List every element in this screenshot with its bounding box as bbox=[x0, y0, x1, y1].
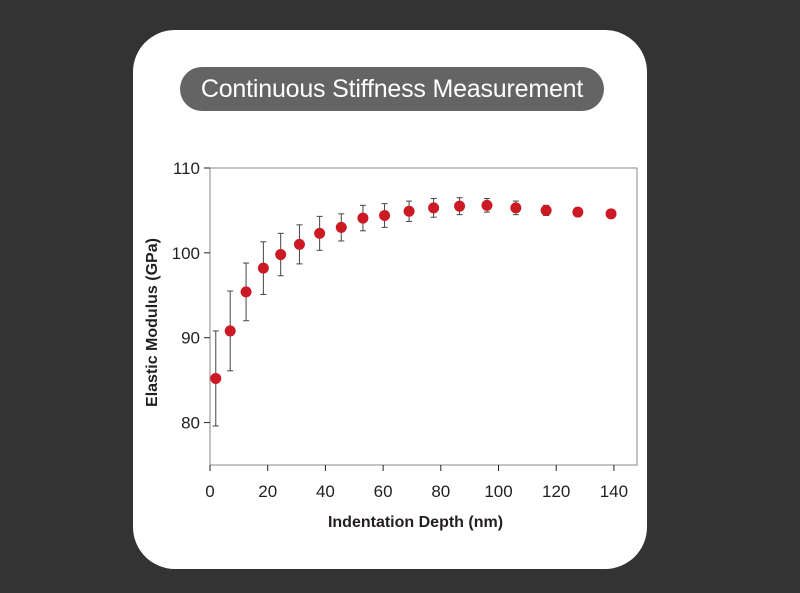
data-point bbox=[540, 204, 552, 216]
plot-frame bbox=[209, 167, 638, 466]
data-point bbox=[335, 221, 347, 233]
data-point bbox=[257, 262, 269, 274]
x-tick-label: 0 bbox=[205, 482, 214, 501]
y-tick-label: 100 bbox=[172, 244, 200, 263]
data-point bbox=[379, 210, 391, 222]
data-point bbox=[481, 199, 493, 211]
data-point bbox=[510, 202, 522, 214]
data-point bbox=[357, 212, 369, 224]
y-tick-label: 90 bbox=[181, 329, 200, 348]
x-axis-title: Indentation Depth (nm) bbox=[328, 514, 503, 531]
data-point bbox=[224, 325, 236, 337]
data-point bbox=[572, 206, 584, 218]
x-tick-label: 80 bbox=[431, 482, 450, 501]
y-tick-label: 80 bbox=[181, 414, 200, 433]
y-axis-title: Elastic Modulus (GPa) bbox=[144, 238, 161, 407]
x-tick-label: 20 bbox=[258, 482, 277, 501]
data-point bbox=[605, 208, 617, 220]
data-point bbox=[428, 202, 440, 214]
data-point bbox=[275, 249, 287, 261]
x-tick-label: 100 bbox=[484, 482, 512, 501]
chart-title: Continuous Stiffness Measurement bbox=[180, 67, 604, 111]
x-tick-label: 60 bbox=[374, 482, 393, 501]
data-point bbox=[403, 205, 415, 217]
chart-card bbox=[133, 30, 647, 569]
data-point bbox=[314, 227, 326, 239]
y-tick-label: 110 bbox=[173, 159, 200, 178]
data-point bbox=[293, 238, 305, 250]
data-point bbox=[210, 372, 222, 384]
x-tick-label: 40 bbox=[316, 482, 335, 501]
x-tick-label: 140 bbox=[600, 482, 628, 501]
x-tick-label: 120 bbox=[542, 482, 570, 501]
data-point bbox=[240, 286, 252, 298]
data-point bbox=[454, 200, 466, 212]
